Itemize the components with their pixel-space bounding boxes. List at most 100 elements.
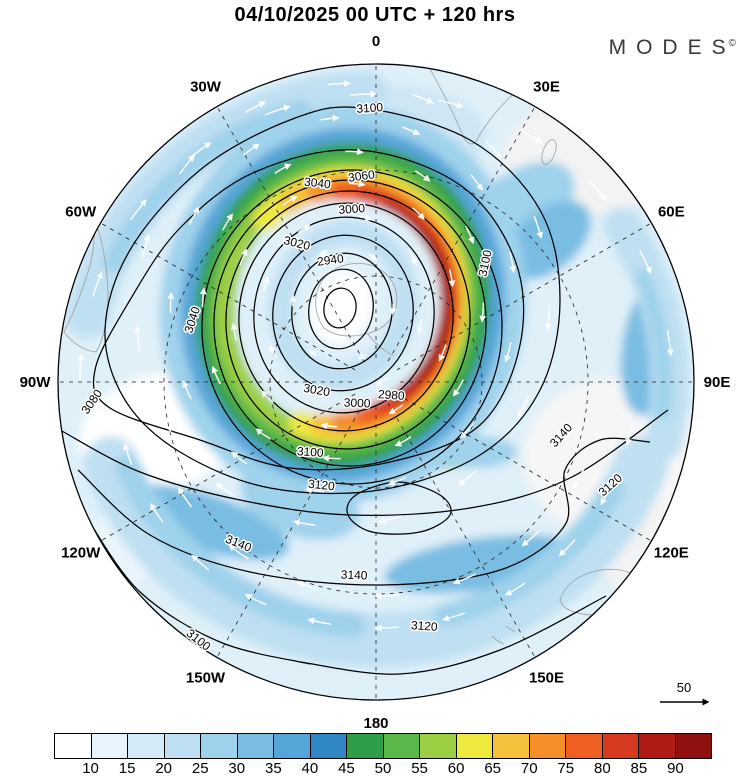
longitude-label: 150W [186,669,226,686]
streamline-arrow [402,126,421,135]
colorbar-tick: 30 [228,760,246,777]
streamline-arrow [177,486,193,508]
graticule-meridian [216,402,365,658]
height-contour [308,268,374,350]
height-contour-layer [59,106,669,675]
streamline-arrow [304,486,325,494]
streamline-arrow [133,325,141,351]
colorbar-cell [309,734,346,758]
streamline-arrow [458,469,477,486]
streamline-arrow [394,436,412,447]
longitude-label: 90E [704,374,731,391]
colorbar-cell [273,734,310,758]
streamline-arrow [465,225,475,245]
height-contour [87,519,311,665]
streamline-arrow [179,154,195,175]
contour-label: 3120 [410,618,438,634]
streamline-arrow [375,376,389,386]
contour-label: 3060 [347,167,376,185]
streamline-arrow [452,379,465,397]
colorbar-tick: 60 [447,760,465,777]
streamline-arrow [292,519,316,526]
page-title: 04/10/2025 00 UTC + 120 hrs [234,4,516,26]
height-contour [323,287,357,329]
longitude-label: 60E [658,203,685,220]
longitude-label: 120E [654,544,689,561]
streamline-arrow [296,581,321,591]
modes-logo-text: MODES [608,36,736,59]
streamline-arrow [357,353,368,360]
streamline-arrow [470,174,484,191]
streamline-arrow [389,303,397,316]
graticule-meridian [216,106,365,362]
streamline-arrow [262,276,270,292]
height-contour [272,234,414,392]
streamline-arrow [255,428,272,440]
colorbar-cell [382,734,419,758]
streamline-arrow [374,624,399,632]
colorbar-cell [346,734,383,758]
height-contour [59,409,669,516]
streamline-arrow [358,214,373,222]
contour-label: 2940 [316,251,345,269]
longitude-label: 150E [529,669,564,686]
colorbar-labels: 10 15 20 25 30 35 40 45 50 55 60 65 70 75 80 85 90 [54,760,712,780]
coastline [63,217,109,353]
streamline-arrow [239,248,248,266]
streamline-arrow [182,380,192,400]
contour-label: 3000 [344,396,371,411]
colorbar-tick: 70 [520,760,538,777]
colorbar-cell [200,734,237,758]
height-contour [104,106,561,495]
wind-speed-shading [635,269,673,420]
streamline-arrow [412,207,425,221]
colorbar-cell [565,734,602,758]
streamline-arrow [666,330,674,357]
colorbar-tick: 15 [118,760,136,777]
colorbar-tick: 90 [667,760,684,777]
streamline-arrow [189,142,212,159]
modes-logo: MODES© [609,36,736,60]
colorbar-tick: 75 [557,760,575,777]
colorbar-tick: 20 [155,760,172,777]
height-contour [299,595,607,675]
graticule-meridian [100,393,356,542]
longitude-label: 30W [190,79,222,96]
colorbar-tick: 80 [593,760,611,777]
colorbar-tick: 35 [264,760,282,777]
streamline-arrow [150,502,164,523]
streamline-arrow [625,422,633,446]
streamline-arrow [388,404,404,415]
colorbar-tick: 10 [82,760,99,777]
wind-speed-shading [505,200,591,280]
streamline-arrow [199,287,207,308]
graticule-meridian [396,222,652,371]
streamline-arrow [264,104,291,116]
longitude-label: 180 [363,715,388,732]
streamline-arrow [244,594,267,606]
streamline-arrow [437,99,464,109]
streamline-arrow [438,344,447,362]
streamline-arrow [322,454,341,462]
reference-vector: 50 [660,680,710,706]
streamline-arrow [374,592,400,600]
colorbar-tick: 25 [191,760,209,777]
streamline-arrow [221,213,234,231]
streamline-arrow [459,422,474,439]
streamline-arrow [308,349,318,357]
streamline-arrow [441,612,466,622]
streamline-arrow [215,482,235,497]
streamline-arrow [160,413,173,435]
streamline-arrow [289,294,297,307]
colorbar-cell [601,734,638,758]
streamline-arrow [188,206,200,226]
streamline-arrow [409,251,417,266]
colorbar [54,733,712,759]
streamline-arrow [269,344,277,359]
streamline-arrow [414,170,431,182]
colorbar-cell [127,734,164,758]
colorbar-cell [90,734,127,758]
height-contour [92,149,525,471]
